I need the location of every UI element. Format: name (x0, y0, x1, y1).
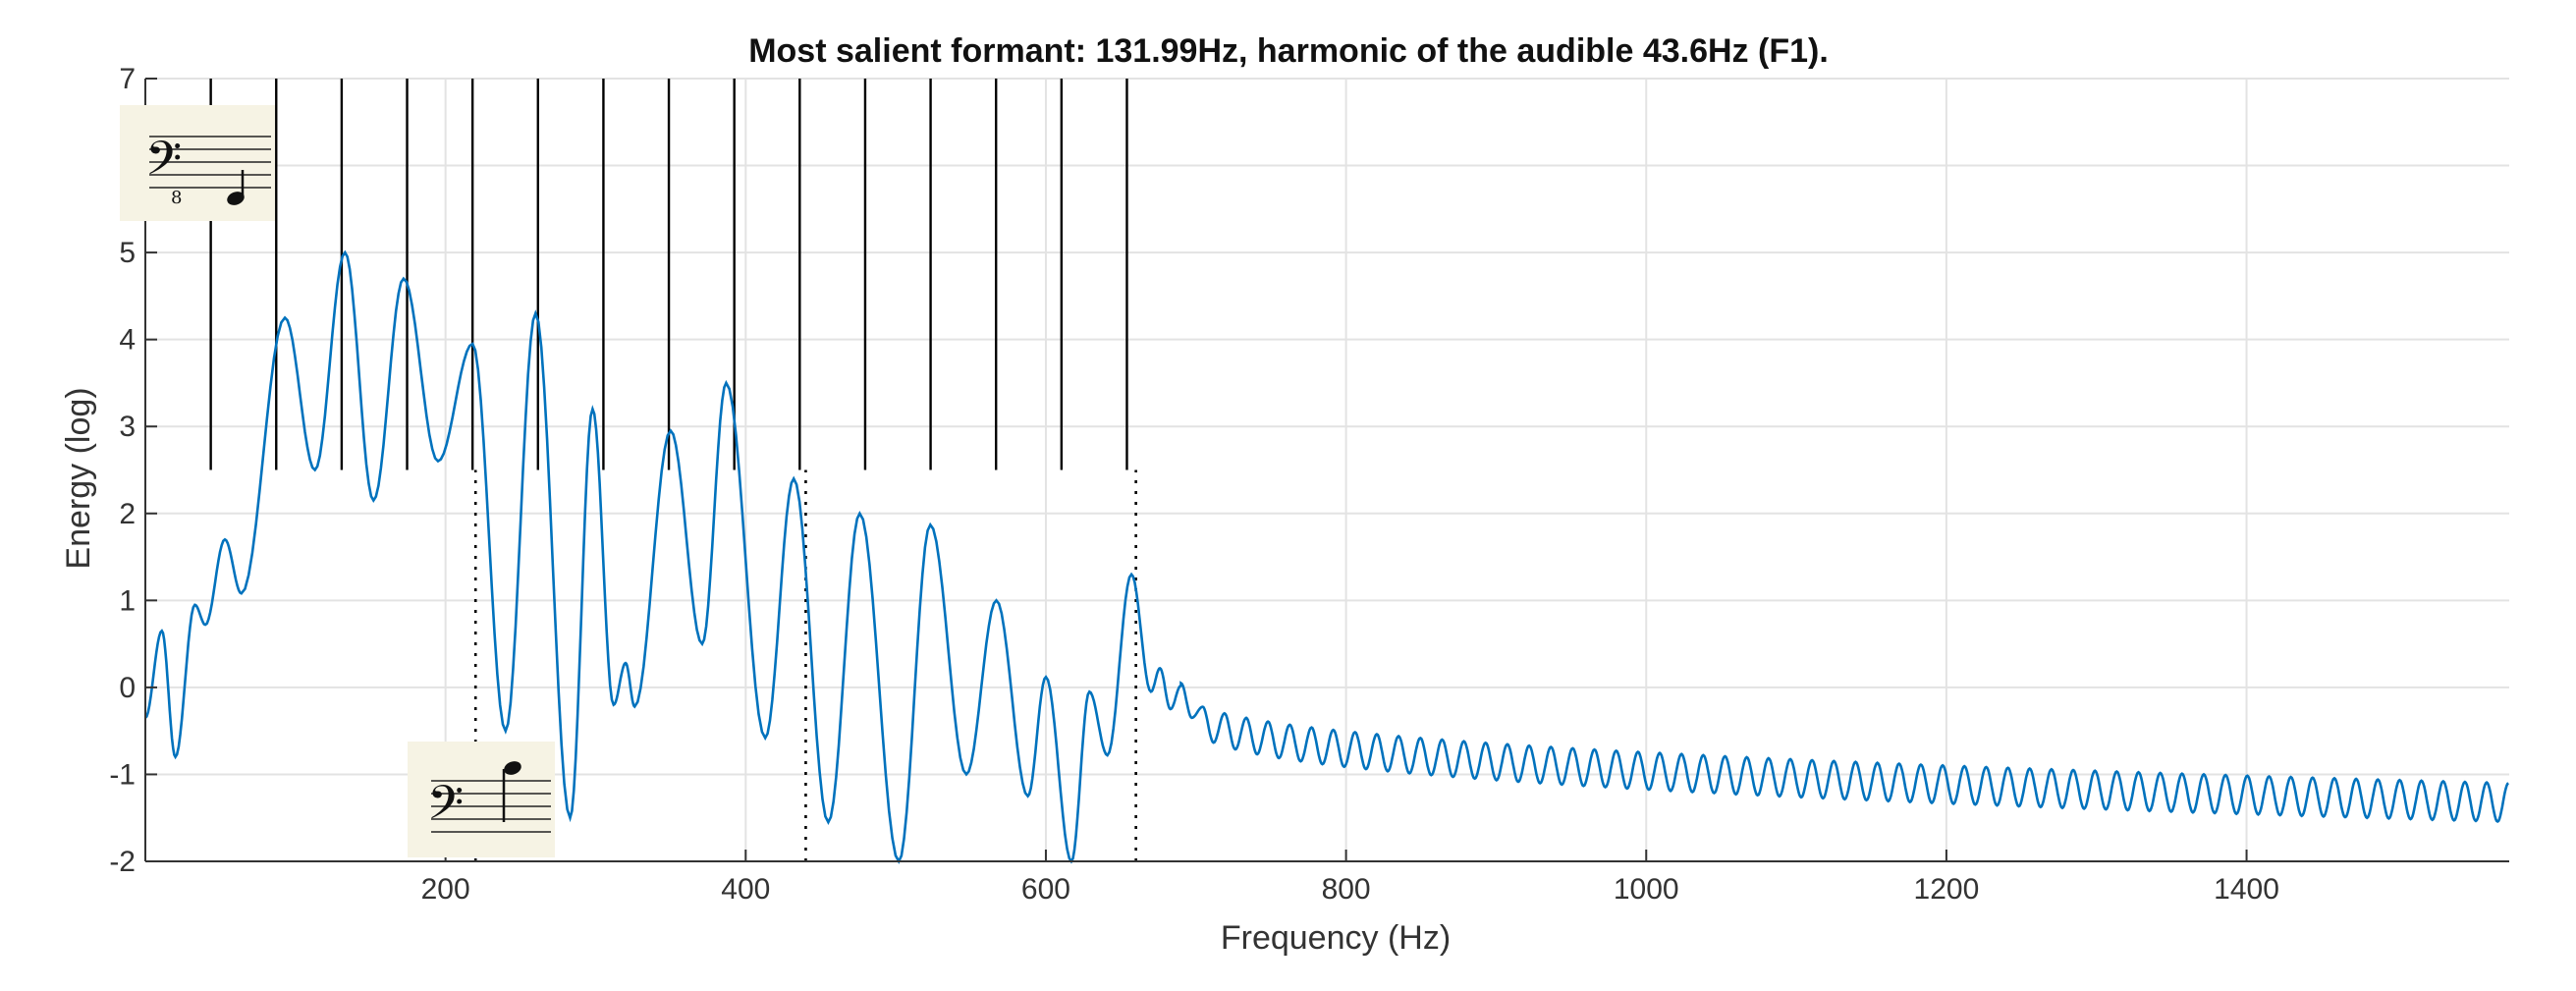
harmonic-markers (209, 79, 1128, 470)
y-tick-label: 2 (119, 498, 136, 530)
y-tick-label: 5 (119, 237, 136, 269)
x-axis-label: Frequency (Hz) (1221, 919, 1451, 957)
y-tick-label: 7 (119, 63, 136, 95)
x-tick-label: 400 (721, 873, 770, 906)
x-tick-label: 1000 (1614, 873, 1679, 906)
y-tick-label: 1 (119, 584, 136, 617)
y-tick-label: 3 (119, 411, 136, 443)
bass-clef-low-note-icon: 𝄢 8 (120, 105, 275, 221)
svg-text:𝄢: 𝄢 (145, 131, 182, 197)
x-tick-label: 1200 (1914, 873, 1980, 906)
x-tick-label: 800 (1322, 873, 1371, 906)
spectrum-line (144, 249, 2509, 864)
x-tick-label: 1400 (2214, 873, 2279, 906)
y-axis-label: Energy (log) (60, 387, 97, 569)
svg-text:𝄢: 𝄢 (427, 775, 464, 842)
dotted-markers (473, 469, 1137, 861)
x-tick-label: 200 (421, 873, 470, 906)
grid (145, 78, 2509, 862)
y-tick-label: -1 (109, 758, 136, 791)
x-tick-labels: 200 400 600 800 1000 1200 1400 (421, 873, 2279, 906)
y-tick-label: -2 (109, 846, 136, 878)
x-tick-label: 600 (1021, 873, 1070, 906)
y-tick-label: 0 (119, 672, 136, 704)
svg-text:8: 8 (171, 188, 182, 208)
bass-clef-high-note-icon: 𝄢 (408, 742, 555, 857)
y-tick-label: 4 (119, 324, 136, 357)
chart-title: Most salient formant: 131.99Hz, harmonic… (748, 32, 1829, 70)
